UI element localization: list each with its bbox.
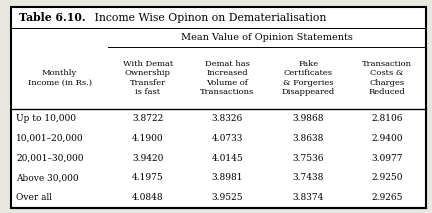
Text: 3.8981: 3.8981 bbox=[212, 173, 243, 183]
Text: Transaction
Costs &
Charges
Reduced: Transaction Costs & Charges Reduced bbox=[362, 60, 412, 96]
Text: 2.9250: 2.9250 bbox=[372, 173, 403, 183]
Text: 3.9420: 3.9420 bbox=[132, 154, 163, 163]
Text: 20,001–30,000: 20,001–30,000 bbox=[16, 154, 83, 163]
Text: Income Wise Opinon on Dematerialisation: Income Wise Opinon on Dematerialisation bbox=[91, 13, 326, 23]
Text: 4.1900: 4.1900 bbox=[132, 134, 163, 143]
Text: Mean Value of Opinion Statements: Mean Value of Opinion Statements bbox=[181, 33, 353, 42]
Text: 3.8638: 3.8638 bbox=[292, 134, 324, 143]
Text: 4.0145: 4.0145 bbox=[212, 154, 243, 163]
Text: Table 6.10.: Table 6.10. bbox=[19, 13, 86, 23]
Text: 3.8326: 3.8326 bbox=[212, 114, 243, 123]
Text: 2.9265: 2.9265 bbox=[372, 193, 403, 202]
Text: 3.8374: 3.8374 bbox=[292, 193, 324, 202]
Text: 2.8106: 2.8106 bbox=[372, 114, 403, 123]
Text: Monthly
Income (in Rs.): Monthly Income (in Rs.) bbox=[28, 69, 92, 87]
Text: 2.9400: 2.9400 bbox=[372, 134, 403, 143]
Text: 10,001–20,000: 10,001–20,000 bbox=[16, 134, 84, 143]
Text: Fake
Certificates
& Forgeries
Disappeared: Fake Certificates & Forgeries Disappeare… bbox=[282, 60, 335, 96]
Text: 3.7536: 3.7536 bbox=[292, 154, 324, 163]
Text: 4.0733: 4.0733 bbox=[212, 134, 243, 143]
Text: 3.7438: 3.7438 bbox=[292, 173, 324, 183]
Text: 3.0977: 3.0977 bbox=[372, 154, 403, 163]
Text: 3.9525: 3.9525 bbox=[212, 193, 243, 202]
Text: With Demat
Ownership
Transfer
is fast: With Demat Ownership Transfer is fast bbox=[123, 60, 173, 96]
Text: Demat has
Increased
Volume of
Transactions: Demat has Increased Volume of Transactio… bbox=[200, 60, 254, 96]
Text: Up to 10,000: Up to 10,000 bbox=[16, 114, 76, 123]
Text: 4.1975: 4.1975 bbox=[132, 173, 164, 183]
Text: Over all: Over all bbox=[16, 193, 52, 202]
Text: Above 30,000: Above 30,000 bbox=[16, 173, 79, 183]
Text: 3.9868: 3.9868 bbox=[292, 114, 324, 123]
Text: 3.8722: 3.8722 bbox=[132, 114, 163, 123]
Text: 4.0848: 4.0848 bbox=[132, 193, 163, 202]
